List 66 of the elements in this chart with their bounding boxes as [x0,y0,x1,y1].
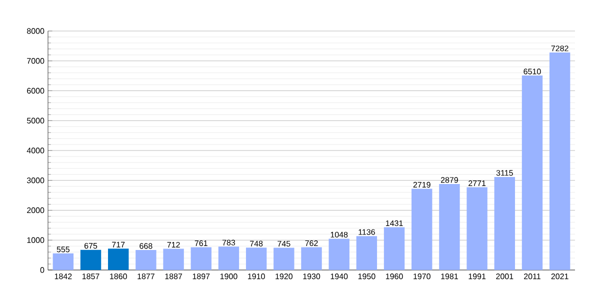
data-label: 1431 [386,220,403,226]
data-label: 2771 [468,180,486,186]
x-tick-label: 2011 [524,274,540,280]
bar [163,248,184,270]
x-tick-label: 1887 [165,274,182,280]
x-tick-label: 1897 [192,274,210,280]
x-tick-label: 2001 [496,274,514,280]
x-tick-label: 1910 [248,274,265,280]
x-tick-label: 1970 [414,274,430,280]
bar [522,76,543,270]
data-label: 1048 [330,232,348,238]
bar [136,250,156,270]
bar [356,236,378,270]
bar [80,250,102,270]
y-tick-label: 8000 [27,28,44,34]
data-label: 1136 [358,229,375,235]
data-label: 675 [84,242,98,249]
bar [384,227,405,270]
x-tick-label: 1991 [468,274,486,280]
bar [108,248,129,270]
y-tick-label: 7000 [27,58,44,64]
bar [190,247,212,270]
data-label: 7282 [551,46,568,52]
y-tick-label: 2000 [27,207,44,214]
y-tick-label: 6000 [27,88,44,94]
x-tick-label: 1930 [303,274,320,280]
data-label: 745 [278,240,290,247]
y-tick-label: 3000 [26,178,44,184]
x-tick-label: 1877 [138,274,154,280]
data-label: 717 [112,242,125,248]
data-label: 555 [56,246,70,252]
bar [439,184,460,270]
bar [274,248,294,270]
x-tick-label: 1860 [110,274,127,280]
data-label: 2719 [413,182,430,188]
x-tick-label: 1857 [82,274,100,280]
x-tick-label: 1900 [220,274,238,280]
x-tick-label: 1842 [54,274,72,280]
x-tick-label: 1940 [330,274,348,280]
data-label: 783 [222,240,236,246]
y-tick-label: 4000 [26,148,44,154]
data-label: 748 [250,240,263,246]
x-tick-label: 1920 [276,274,292,280]
data-label: 668 [140,243,152,249]
data-label: 2879 [440,177,458,183]
y-tick-label: 5000 [26,118,44,124]
bar [218,246,240,270]
x-tick-label: 1960 [386,274,403,280]
data-label: 762 [305,240,318,246]
data-label: 761 [194,240,208,246]
x-tick-label: 1950 [358,274,376,280]
data-label: 3115 [496,170,513,176]
x-tick-label: 2021 [551,274,568,280]
bar [328,238,350,270]
bar [549,52,570,270]
x-tick-label: 1981 [441,274,458,280]
bar [52,253,74,270]
bar [412,188,432,270]
y-tick-label: 1000 [27,237,44,243]
y-tick-label: 0 [40,267,44,273]
data-label: 712 [167,242,180,248]
bar [466,187,488,270]
bar [301,247,322,270]
bar [494,176,515,270]
bar [246,248,267,270]
data-label: 6510 [524,68,541,74]
